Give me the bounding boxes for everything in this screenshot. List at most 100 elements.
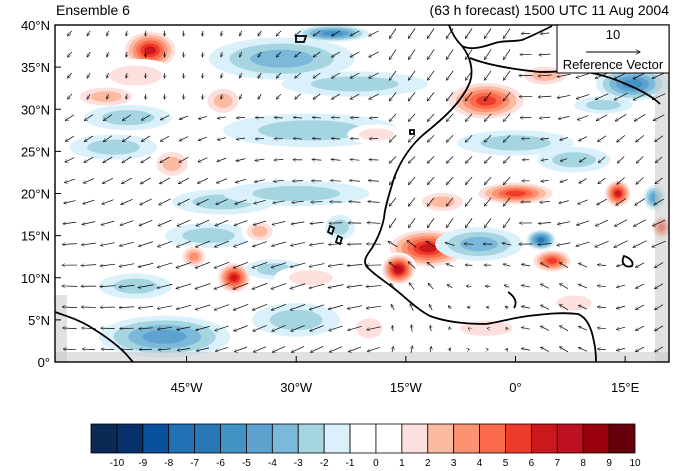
wind-vector	[484, 92, 492, 101]
lake-chad	[621, 254, 634, 268]
wind-vector	[65, 157, 75, 162]
colorbar-tick-label: 9	[606, 458, 612, 469]
colorbar-swatch	[556, 423, 584, 454]
colorbar-swatch	[582, 423, 610, 454]
wind-vector	[195, 283, 211, 289]
wind-vector	[119, 263, 135, 267]
wind-vector	[465, 92, 473, 101]
wind-vector	[313, 51, 321, 57]
wind-vector	[559, 263, 569, 268]
colorbar-tick-label: 3	[451, 458, 457, 469]
wind-vector	[332, 93, 341, 99]
wind-vector	[328, 263, 344, 266]
wind-vector	[87, 93, 91, 99]
wind-vector	[196, 347, 210, 351]
wind-vector	[368, 180, 379, 181]
map-axes: 0° 5°N 10°N 15°N 20°N 25°N 30°N 35°N 40°N 45°W 30°…	[21, 18, 640, 395]
colorbar-swatch	[427, 423, 455, 454]
wind-vector	[539, 54, 551, 55]
wind-vector	[617, 326, 626, 329]
wind-vector	[65, 135, 75, 141]
wind-vector	[240, 72, 242, 78]
wind-vector	[653, 114, 665, 121]
wind-vector	[484, 176, 492, 184]
wind-vector	[538, 244, 552, 245]
wind-vector	[347, 305, 363, 309]
wind-vector	[290, 262, 306, 267]
wind-vector	[290, 304, 306, 310]
wind-vector	[407, 241, 417, 248]
wind-vector	[273, 200, 285, 203]
wind-vector	[236, 138, 246, 139]
wind-vector	[484, 156, 492, 163]
wind-vector	[617, 177, 625, 185]
lon-tick-label: 30°W	[280, 380, 313, 395]
wind-vector	[107, 72, 109, 78]
wind-vector	[465, 197, 473, 206]
wind-vector	[68, 72, 72, 78]
wind-vector	[521, 306, 531, 308]
colorbar-tick-label: 7	[555, 458, 561, 469]
wind-vector	[633, 92, 647, 100]
wind-vector	[446, 49, 454, 59]
wind-vector	[140, 198, 152, 205]
land-masses	[55, 25, 669, 362]
wind-vector	[216, 199, 228, 204]
wind-vector	[540, 201, 550, 202]
wind-vector	[408, 176, 416, 184]
wind-vector	[310, 346, 324, 352]
canary-island	[409, 129, 415, 135]
wind-vector	[468, 349, 469, 350]
wind-vector	[430, 347, 431, 353]
wind-vector	[366, 286, 382, 287]
wind-vector	[157, 262, 173, 268]
anomaly-contour	[546, 257, 558, 264]
wind-vector	[503, 70, 511, 81]
anomaly-contour	[476, 95, 497, 106]
wind-vector	[576, 220, 590, 225]
lat-tick-label: 40°N	[21, 18, 50, 33]
wind-vector	[369, 30, 379, 36]
wind-vector	[64, 178, 75, 183]
wind-vector	[62, 307, 78, 308]
wind-vector	[63, 349, 77, 350]
wind-vector	[578, 305, 588, 310]
wind-vector	[654, 198, 664, 205]
wind-vector	[179, 136, 189, 141]
wind-vector	[541, 159, 549, 160]
wind-vector	[347, 284, 363, 287]
wind-vector	[521, 348, 531, 350]
wind-vector	[87, 72, 91, 78]
wind-vector	[176, 283, 192, 289]
wind-vector	[254, 199, 266, 203]
wind-vector	[614, 240, 628, 248]
south-america-coast	[55, 311, 134, 362]
wind-vector	[484, 70, 492, 81]
wind-vector	[350, 30, 360, 36]
wind-vector	[655, 156, 663, 163]
wind-vector	[313, 93, 321, 99]
wind-vector	[427, 156, 435, 163]
wind-vector	[348, 325, 362, 330]
wind-vector	[158, 326, 172, 329]
wind-vector	[576, 94, 590, 98]
wind-vector	[252, 303, 268, 310]
wind-vector	[103, 156, 113, 163]
wind-vector	[253, 220, 267, 225]
anomaly-contour	[556, 295, 592, 311]
colorbar-swatch	[220, 423, 247, 454]
wind-vector	[448, 306, 451, 309]
wind-vector	[121, 198, 133, 204]
wind-vector	[503, 92, 511, 101]
colorbar-swatch	[194, 423, 221, 454]
wind-vector	[578, 347, 588, 352]
wind-vector	[503, 135, 511, 142]
wind-vector	[290, 283, 306, 289]
wind-vector	[255, 138, 265, 139]
wind-vector	[233, 282, 249, 289]
wind-vector	[636, 304, 645, 310]
wind-vector	[274, 117, 283, 118]
anomaly-contour	[87, 139, 140, 155]
wind-vector	[427, 49, 435, 59]
anomaly-contour	[142, 329, 187, 344]
